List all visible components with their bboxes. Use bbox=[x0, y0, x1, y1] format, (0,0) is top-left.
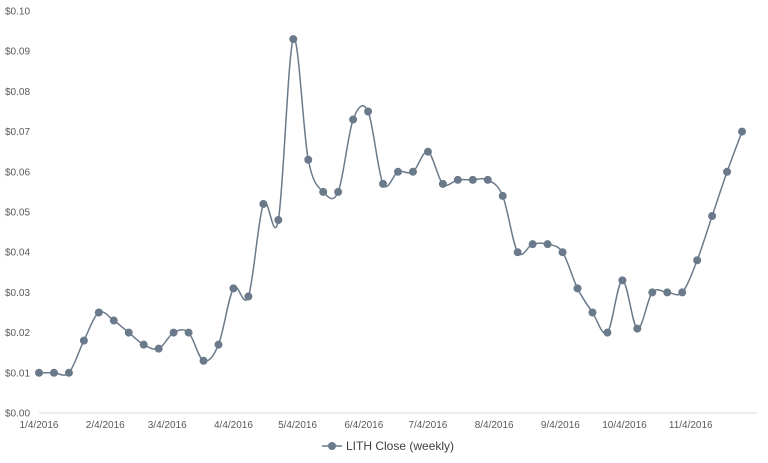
data-point bbox=[35, 368, 43, 377]
x-tick-label: 8/4/2016 bbox=[475, 420, 514, 431]
data-point bbox=[274, 216, 283, 225]
data-point bbox=[94, 308, 103, 317]
data-point bbox=[229, 284, 238, 293]
data-point bbox=[139, 340, 148, 349]
data-point bbox=[603, 328, 612, 337]
data-point bbox=[109, 316, 118, 325]
series-points bbox=[35, 35, 747, 377]
y-tick-label: $0.05 bbox=[5, 208, 30, 219]
x-tick-label: 5/4/2016 bbox=[278, 420, 317, 431]
x-tick-label: 7/4/2016 bbox=[408, 420, 447, 431]
legend-marker bbox=[328, 442, 336, 450]
y-tick-label: $0.04 bbox=[5, 248, 30, 259]
data-point bbox=[453, 175, 462, 184]
data-point bbox=[723, 167, 732, 176]
data-point bbox=[558, 248, 567, 257]
data-point bbox=[289, 35, 298, 44]
data-point bbox=[154, 344, 163, 353]
data-point bbox=[513, 248, 522, 257]
data-point bbox=[124, 328, 133, 337]
data-point bbox=[468, 175, 477, 184]
data-point bbox=[259, 199, 268, 208]
y-tick-label: $0.08 bbox=[5, 87, 30, 98]
x-tick-label: 4/4/2016 bbox=[214, 420, 253, 431]
data-point bbox=[738, 127, 747, 136]
data-point bbox=[244, 292, 253, 301]
x-tick-label: 6/4/2016 bbox=[344, 420, 383, 431]
y-tick-label: $0.07 bbox=[5, 127, 30, 138]
data-point bbox=[498, 191, 507, 200]
data-point bbox=[543, 240, 552, 249]
data-point bbox=[573, 284, 582, 293]
y-tick-label: $0.09 bbox=[5, 47, 30, 58]
data-point bbox=[214, 340, 223, 349]
data-point bbox=[618, 276, 627, 285]
y-tick-label: $0.02 bbox=[5, 328, 30, 339]
data-point bbox=[364, 107, 373, 116]
data-point bbox=[528, 240, 537, 249]
x-tick-label: 9/4/2016 bbox=[541, 420, 580, 431]
y-tick-label: $0.00 bbox=[5, 409, 30, 420]
data-point bbox=[663, 288, 672, 297]
data-point bbox=[184, 328, 193, 337]
data-point bbox=[708, 212, 717, 221]
data-point bbox=[304, 155, 313, 164]
x-tick-label: 2/4/2016 bbox=[86, 420, 125, 431]
data-point bbox=[678, 288, 687, 297]
data-point bbox=[588, 308, 597, 317]
x-tick-label: 1/4/2016 bbox=[20, 420, 59, 431]
y-tick-label: $0.06 bbox=[5, 167, 30, 178]
x-axis-ticks: 1/4/2016 2/4/2016 3/4/2016 4/4/2016 5/4/2016… bbox=[20, 420, 714, 431]
data-point bbox=[408, 167, 417, 176]
data-point bbox=[379, 179, 388, 188]
y-tick-label: $0.01 bbox=[5, 368, 30, 379]
data-point bbox=[169, 328, 178, 337]
data-point bbox=[199, 356, 208, 365]
data-point bbox=[648, 288, 657, 297]
data-point bbox=[49, 368, 58, 377]
data-point bbox=[79, 336, 88, 345]
y-tick-label: $0.03 bbox=[5, 288, 30, 299]
data-point bbox=[438, 179, 447, 188]
data-point bbox=[693, 256, 702, 265]
x-tick-label: 3/4/2016 bbox=[148, 420, 187, 431]
legend-label: LITH Close (weekly) bbox=[346, 439, 454, 453]
data-point bbox=[349, 115, 358, 124]
x-tick-label: 10/4/2016 bbox=[602, 420, 647, 431]
y-tick-label: $0.10 bbox=[5, 7, 30, 18]
y-axis-ticks: $0.00 $0.01 $0.02 $0.03 $0.04 $0.05 $0.06 $0.07… bbox=[5, 7, 30, 420]
data-point bbox=[633, 324, 642, 333]
data-point bbox=[64, 368, 73, 377]
data-point bbox=[423, 147, 432, 156]
data-point bbox=[483, 175, 492, 184]
data-point bbox=[394, 167, 402, 176]
x-tick-label: 11/4/2016 bbox=[669, 420, 713, 431]
data-point bbox=[319, 187, 328, 196]
data-point bbox=[334, 187, 343, 196]
legend: LITH Close (weekly) bbox=[322, 439, 454, 453]
